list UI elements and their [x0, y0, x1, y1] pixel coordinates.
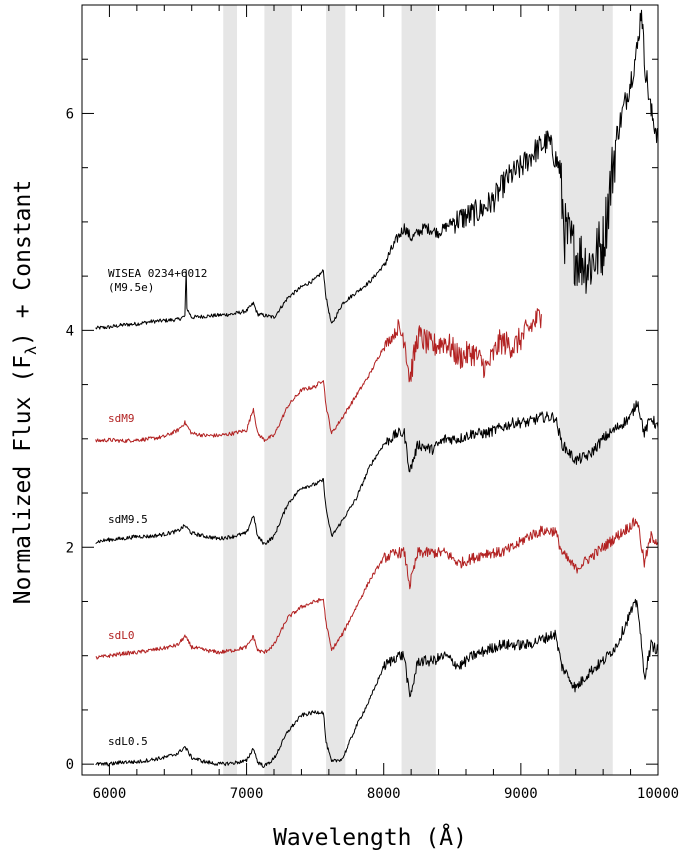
x-tick-label: 7000 [230, 786, 264, 802]
x-axis-title: Wavelength (Å) [273, 823, 467, 851]
x-tick-label: 10000 [637, 786, 679, 802]
series-line [95, 517, 659, 660]
axis-ticks: 6000 7000 8000 9000 10000 0 2 4 6 [66, 4, 679, 802]
y-axis-title-suffix: ) + Constant [10, 180, 36, 346]
spectra-series [95, 9, 659, 768]
series-line [95, 598, 659, 768]
telluric-band [223, 5, 237, 775]
series-line [95, 400, 659, 545]
telluric-band [326, 5, 346, 775]
x-tick-label: 9000 [504, 786, 538, 802]
telluric-bands [223, 5, 613, 775]
plot-frame [81, 4, 659, 776]
series-labels: WISEA 0234+6012(M9.5e) sdM9 sdM9.5 sdL0 sdL0… [108, 267, 207, 748]
y-tick-label: 4 [66, 323, 74, 339]
series-line [95, 308, 542, 444]
y-tick-label: 2 [66, 540, 74, 556]
y-axis-title-subscript: λ [22, 346, 40, 355]
series-label: sdL0 [108, 629, 135, 642]
y-tick-label: 0 [66, 757, 74, 773]
y-tick-label: 6 [66, 106, 74, 122]
series-label: sdM9.5 [108, 513, 148, 526]
series-line [95, 9, 659, 330]
y-axis-title: Normalized Flux (Fλ) + Constant [10, 180, 40, 604]
series-label: sdL0.5 [108, 735, 148, 748]
telluric-band [401, 5, 436, 775]
series-note: (M9.5e) [108, 281, 154, 294]
y-axis-title-main: Normalized Flux (F [10, 355, 36, 604]
series-label: sdM9 [108, 412, 135, 425]
telluric-band [559, 5, 613, 775]
telluric-band [264, 5, 292, 775]
series-label: WISEA 0234+6012 [108, 267, 207, 280]
x-tick-label: 6000 [93, 786, 127, 802]
x-tick-label: 8000 [367, 786, 401, 802]
